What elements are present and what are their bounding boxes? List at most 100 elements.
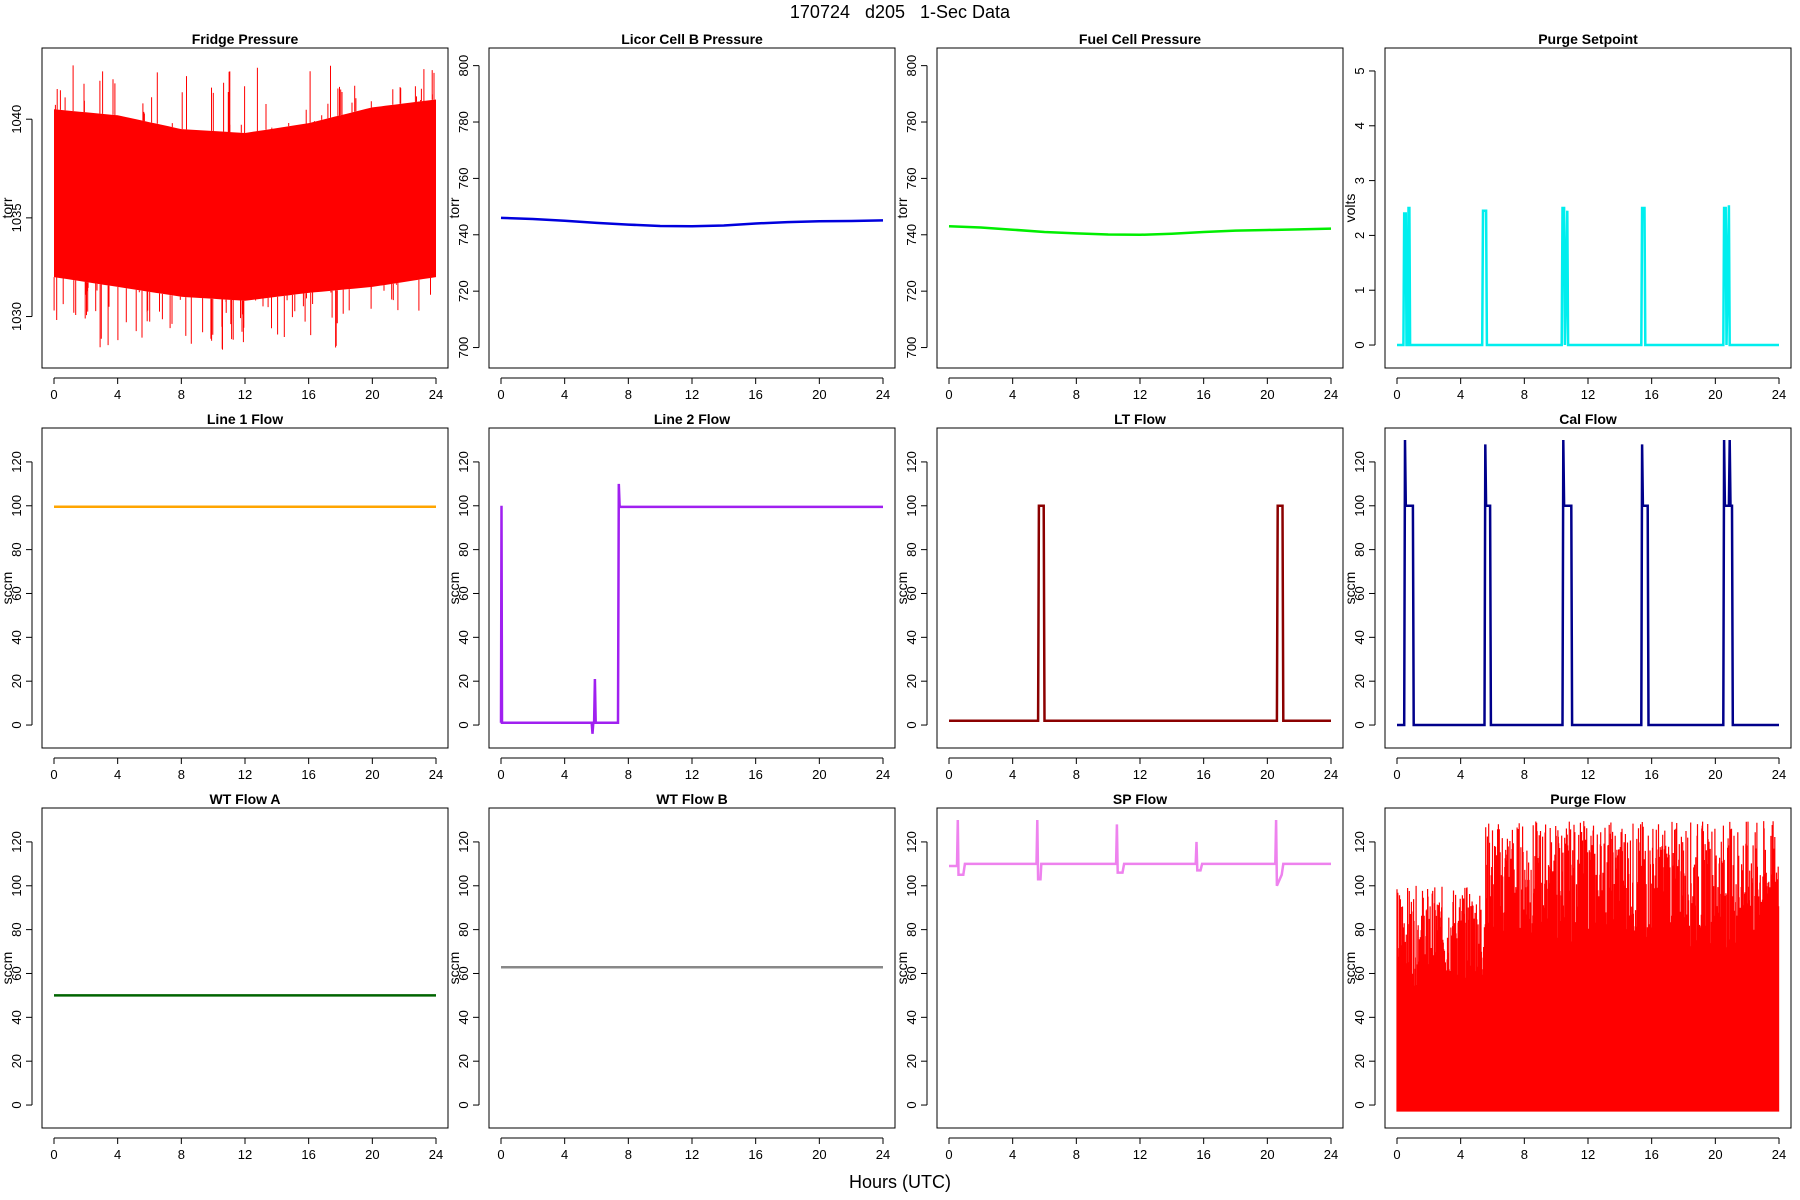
y-tick-label: 60: [456, 586, 471, 600]
x-tick-label: 8: [1073, 1147, 1080, 1162]
x-tick-label: 4: [1457, 387, 1464, 402]
y-tick-label: 80: [1352, 922, 1367, 936]
y-tick-label: 0: [9, 1101, 24, 1108]
y-tick-label: 800: [456, 55, 471, 77]
y-tick-label: 1030: [9, 302, 24, 331]
y-tick-label: 60: [456, 966, 471, 980]
y-axis: 0 20 40 60 80 100 120: [904, 451, 928, 729]
x-tick-label: 12: [1581, 767, 1595, 782]
y-tick-label: 0: [456, 721, 471, 728]
plot-area: [1397, 439, 1779, 727]
y-tick-label: 80: [904, 922, 919, 936]
x-tick-label: 0: [945, 767, 952, 782]
y-tick-label: 100: [456, 875, 471, 897]
y-tick-label: 780: [456, 111, 471, 133]
x-tick-label: 0: [1393, 387, 1400, 402]
x-tick-label: 4: [114, 767, 121, 782]
y-tick-label: 20: [456, 674, 471, 688]
y-tick-label: 800: [904, 55, 919, 77]
y-axis-label: torr: [446, 197, 462, 218]
x-tick-label: 16: [748, 1147, 762, 1162]
panel-frame: [488, 807, 896, 1129]
y-tick-label: 120: [1352, 451, 1367, 473]
series-noise: [1396, 821, 1780, 1112]
x-axis: 0 4 8 12 16 20 24: [50, 377, 443, 402]
panel-title: Fridge Pressure: [192, 31, 299, 47]
y-axis-label: sccm: [446, 572, 462, 605]
panel-title: Purge Setpoint: [1538, 31, 1638, 47]
y-tick-label: 100: [1352, 875, 1367, 897]
y-tick-label: 40: [1352, 630, 1367, 644]
x-tick-label: 20: [1708, 767, 1722, 782]
x-tick-label: 24: [1324, 1147, 1338, 1162]
y-tick-label: 120: [456, 831, 471, 853]
x-tick-label: 12: [685, 387, 699, 402]
x-tick-label: 24: [429, 387, 443, 402]
x-tick-label: 4: [114, 1147, 121, 1162]
plot-area: [1396, 821, 1780, 1112]
x-tick-label: 16: [301, 1147, 315, 1162]
y-tick-label: 720: [904, 280, 919, 302]
y-axis-label: sccm: [1342, 952, 1358, 985]
x-tick-label: 8: [1521, 387, 1528, 402]
x-axis: 0 4 8 12 16 20 24: [945, 377, 1338, 402]
series-line: [948, 225, 1332, 237]
y-tick-label: 80: [904, 542, 919, 556]
y-axis: 0 20 40 60 80 100 120: [456, 451, 480, 729]
y-tick-label: 100: [9, 875, 24, 897]
panel-title: LT Flow: [1114, 411, 1166, 427]
x-axis: 0 4 8 12 16 20 24: [945, 1137, 1338, 1162]
y-tick-label: 0: [1352, 1101, 1367, 1108]
x-tick-label: 0: [945, 1147, 952, 1162]
panel-frame: [41, 427, 449, 749]
x-tick-label: 4: [561, 767, 568, 782]
y-tick-label: 0: [456, 1101, 471, 1108]
y-tick-label: 0: [904, 1101, 919, 1108]
plot-area: [949, 504, 1331, 722]
page-title: 170724 d205 1-Sec Data: [789, 2, 1011, 22]
x-tick-label: 24: [1324, 387, 1338, 402]
x-tick-label: 20: [365, 767, 379, 782]
y-tick-label: 0: [1352, 721, 1367, 728]
y-axis: 700 720 740 760 780 800: [456, 55, 480, 358]
x-tick-label: 24: [1772, 767, 1786, 782]
y-tick-label: 100: [9, 495, 24, 517]
x-tick-label: 12: [238, 387, 252, 402]
x-tick-label: 24: [876, 767, 890, 782]
x-tick-label: 4: [1009, 387, 1016, 402]
y-tick-label: 40: [456, 1010, 471, 1024]
x-tick-label: 16: [1196, 1147, 1210, 1162]
x-axis: 0 4 8 12 16 20 24: [497, 1137, 890, 1162]
y-tick-label: 0: [1352, 341, 1367, 348]
x-tick-label: 24: [1772, 1147, 1786, 1162]
x-tick-label: 24: [1324, 767, 1338, 782]
x-tick-label: 16: [301, 387, 315, 402]
x-tick-label: 16: [1644, 1147, 1658, 1162]
x-tick-label: 12: [1581, 1147, 1595, 1162]
x-tick-label: 0: [945, 387, 952, 402]
y-tick-label: 720: [456, 280, 471, 302]
x-tick-label: 4: [1457, 1147, 1464, 1162]
x-tick-label: 0: [497, 387, 504, 402]
x-axis: 0 4 8 12 16 20 24: [50, 1137, 443, 1162]
x-tick-label: 20: [1708, 387, 1722, 402]
plot-area: [948, 225, 1332, 237]
x-tick-label: 12: [238, 1147, 252, 1162]
y-tick-label: 120: [456, 451, 471, 473]
chart-panel: SP Flow sccm 0 4 8 12 16 20 24 0 20 40 60 80 100 120: [894, 791, 1344, 1162]
y-tick-label: 1: [1352, 287, 1367, 294]
series-line: [1397, 439, 1779, 727]
y-tick-label: 40: [9, 630, 24, 644]
x-tick-label: 16: [1644, 387, 1658, 402]
y-axis: 0 20 40 60 80 100 120: [9, 451, 33, 729]
y-tick-label: 60: [904, 966, 919, 980]
y-axis-label: sccm: [0, 572, 15, 605]
x-tick-label: 0: [50, 767, 57, 782]
series-band: [54, 99, 436, 301]
x-tick-label: 12: [238, 767, 252, 782]
y-tick-label: 20: [456, 1054, 471, 1068]
x-tick-label: 12: [685, 767, 699, 782]
panel-frame: [488, 427, 896, 749]
y-tick-label: 780: [904, 111, 919, 133]
